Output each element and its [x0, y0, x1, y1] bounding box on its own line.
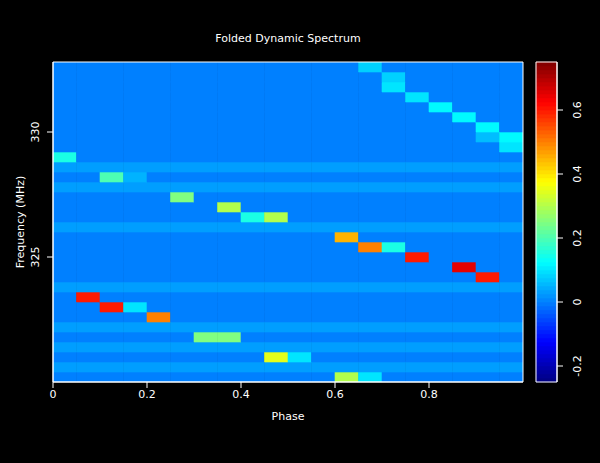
svg-text:0.4: 0.4 — [232, 388, 250, 401]
svg-text:0.6: 0.6 — [326, 388, 344, 401]
svg-text:0.2: 0.2 — [138, 388, 156, 401]
svg-text:0.4: 0.4 — [571, 165, 584, 183]
svg-text:0.6: 0.6 — [571, 101, 584, 119]
svg-text:Frequency (MHz): Frequency (MHz) — [14, 176, 27, 268]
svg-text:-0.2: -0.2 — [571, 355, 584, 376]
svg-text:Folded Dynamic Spectrum: Folded Dynamic Spectrum — [215, 32, 360, 45]
svg-text:325: 325 — [29, 247, 42, 268]
svg-text:Phase: Phase — [272, 410, 305, 423]
svg-text:0: 0 — [50, 388, 57, 401]
svg-text:330: 330 — [29, 122, 42, 143]
svg-text:0.8: 0.8 — [420, 388, 438, 401]
svg-text:0.2: 0.2 — [571, 229, 584, 247]
svg-text:0: 0 — [571, 299, 584, 306]
